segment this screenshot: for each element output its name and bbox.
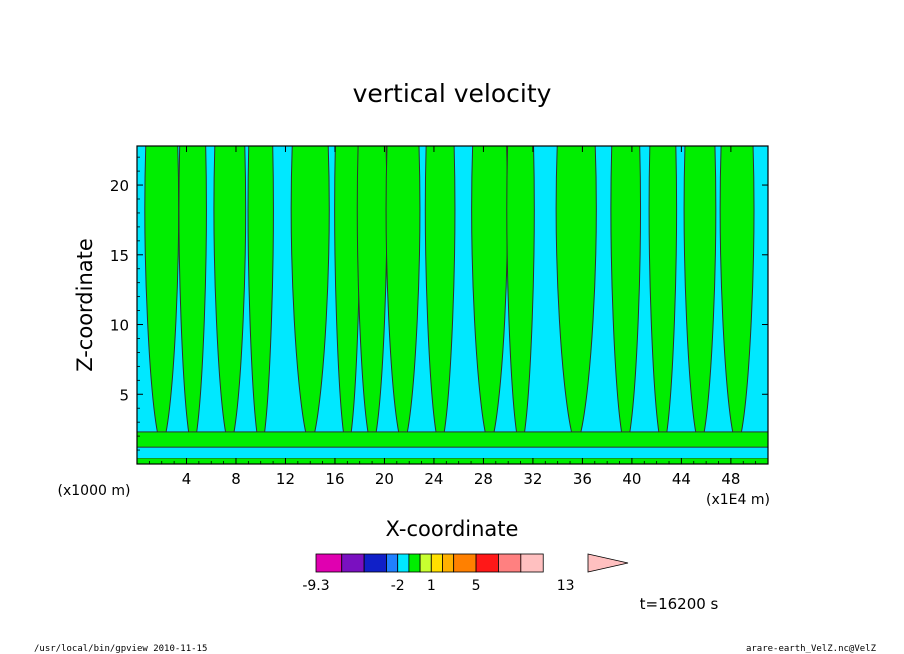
x-tick-label: 32 (523, 470, 542, 488)
x-axis-ticks: 4 8 12 16 20 24 28 32 36 40 44 48 (148, 146, 757, 488)
updraft-plume (610, 146, 641, 440)
x-tick-label: 48 (721, 470, 740, 488)
boundary-layer-bands (137, 431, 768, 464)
colorbar-segment (430, 553, 443, 573)
colorbar-tick-label: 13 (557, 578, 575, 594)
colorbar-segment (475, 553, 499, 573)
colorbar-segment (453, 553, 477, 573)
updraft-plume (247, 146, 274, 440)
colorbar-tick-label: -2 (391, 578, 405, 594)
x-tick-label: 24 (424, 470, 443, 488)
colorbar-segment (419, 553, 432, 573)
updraft-plume (144, 146, 180, 440)
y-axis-label: Z-coordinate (73, 238, 97, 372)
updraft-plume (356, 146, 388, 440)
colorbar-segment (363, 553, 387, 573)
updraft-plume (506, 146, 535, 440)
y-tick-label: 5 (119, 386, 129, 404)
y-tick-label: 10 (110, 317, 129, 335)
y-unit-label: (x1000 m) (58, 483, 131, 499)
x-tick-label: 44 (672, 470, 691, 488)
updraft-plume (719, 146, 755, 440)
updraft-plume (471, 146, 509, 440)
y-tick-label: 20 (110, 177, 129, 195)
updraft-plume (290, 146, 330, 440)
updraft-plume (683, 146, 717, 440)
colorbar-segment (442, 553, 455, 573)
x-tick-label: 36 (573, 470, 592, 488)
colorbar-tick-label: -9.3 (302, 578, 329, 594)
colorbar (315, 553, 629, 573)
x-tick-label: 16 (325, 470, 344, 488)
y-axis-ticks: 5 10 15 20 (110, 156, 768, 451)
plot-field (137, 146, 768, 464)
x-tick-label: 4 (182, 470, 192, 488)
updraft-plumes (144, 146, 755, 440)
x-tick-label: 12 (276, 470, 295, 488)
footer-right: arare-earth_VelZ.nc@VelZ (746, 644, 877, 654)
colorbar-segment (408, 553, 421, 573)
time-label: t=16200 s (640, 595, 719, 613)
x-unit-label: (x1E4 m) (706, 492, 770, 508)
colorbar-segment (315, 553, 343, 573)
updraft-plume (334, 146, 361, 440)
surface-band-positive (137, 458, 768, 464)
colorbar-segment (498, 553, 522, 573)
low-band-positive (137, 431, 768, 448)
footer-left: /usr/local/bin/gpview 2010-11-15 (34, 644, 207, 654)
updraft-plume (178, 146, 207, 440)
updraft-plume (213, 146, 247, 440)
plot-frame (136, 145, 769, 465)
updraft-plume (385, 146, 421, 440)
x-tick-label: 20 (375, 470, 394, 488)
updraft-plume (424, 146, 456, 440)
colorbar-segment (386, 553, 399, 573)
colorbar-segment (341, 553, 365, 573)
colorbar-segment (397, 553, 410, 573)
colorbar-tick-label: 5 (472, 578, 481, 594)
colorbar-extend-arrow (587, 553, 629, 573)
x-tick-label: 8 (231, 470, 241, 488)
chart-title: vertical velocity (353, 79, 552, 108)
updraft-plume (648, 146, 678, 440)
colorbar-tick-labels: -9.3 -2 1 5 13 (302, 578, 574, 594)
low-band-negative (137, 446, 768, 459)
updraft-plume (555, 146, 597, 440)
colorbar-segment (520, 553, 544, 573)
x-axis-label: X-coordinate (386, 517, 519, 541)
x-tick-label: 28 (474, 470, 493, 488)
colorbar-tick-label: 1 (427, 578, 436, 594)
x-tick-label: 40 (622, 470, 641, 488)
y-tick-label: 15 (110, 247, 129, 265)
